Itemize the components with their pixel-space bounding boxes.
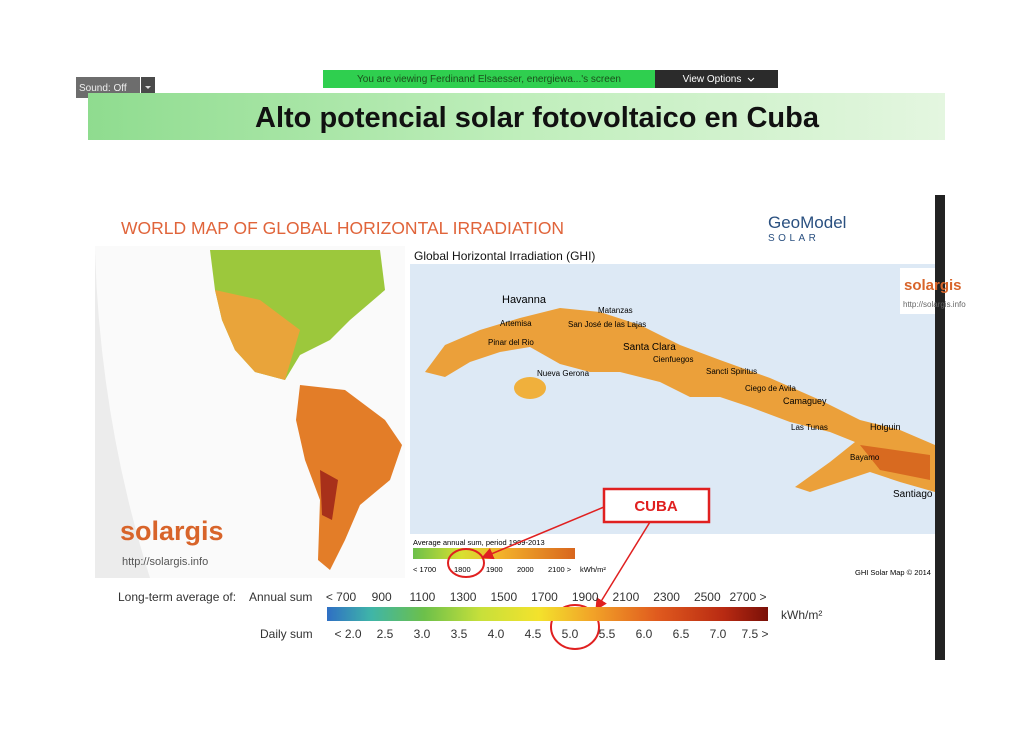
corner-logo: solargis: [904, 277, 962, 294]
city: Sancti Spiritus: [706, 367, 757, 376]
brand-name: GeoModel: [768, 213, 846, 232]
daily-label: Daily sum: [260, 627, 313, 641]
viewing-text: You are viewing Ferdinand Elsaesser, ene…: [357, 74, 621, 85]
city: Cienfuegos: [653, 355, 693, 364]
daily-tick-label: 6.5: [673, 627, 690, 641]
city: Artemisa: [500, 319, 532, 328]
city: Matanzas: [598, 306, 633, 315]
scale-ticks: < 700 900 1100 1300 1500 1700 1900 2100 2300 2500…: [326, 590, 769, 641]
callout-arrow: [595, 521, 651, 611]
legend-label: 1900: [486, 565, 503, 574]
daily-tick-label: 5.5: [599, 627, 616, 641]
daily-tick-label: 7.5 >: [741, 627, 768, 641]
view-options-label: View Options: [683, 74, 742, 85]
title-band: [88, 93, 945, 140]
view-options[interactable]: [655, 70, 778, 88]
annual-tick-label: < 700: [326, 590, 357, 604]
city: San José de las Lajas: [568, 320, 646, 329]
annual-tick-label: 900: [372, 590, 392, 604]
city: Havanna: [502, 294, 547, 306]
city: Bayamo: [850, 453, 880, 462]
brand-sub: SOLAR: [768, 233, 819, 244]
north-america-south: [215, 290, 300, 380]
copyright: GHI Solar Map © 2014: [855, 568, 931, 577]
city: Pinar del Rio: [488, 338, 534, 347]
legend-title: Average annual sum, period 1999-2013: [413, 538, 545, 547]
city: Las Tunas: [791, 423, 828, 432]
legend-label: 2100 >: [548, 565, 572, 574]
map-edge: [95, 250, 150, 578]
daily-tick-label: 3.0: [414, 627, 431, 641]
city: Ciego de Avila: [745, 384, 797, 393]
callout-box: [602, 487, 711, 524]
legend-label: kWh/m²: [580, 565, 606, 574]
legend-label: 1800: [454, 565, 471, 574]
annual-label: Annual sum: [249, 590, 312, 604]
map-title: WORLD MAP OF GLOBAL HORIZONTAL IRRADIATI…: [121, 218, 564, 238]
annual-tick-label: 2700 >: [729, 590, 766, 604]
east-region: [860, 445, 930, 480]
city: Nueva Gerona: [537, 369, 590, 378]
annual-tick-label: 2300: [653, 590, 680, 604]
andes: [320, 470, 338, 520]
callout-circle: [550, 604, 600, 650]
annual-tick-label: 1700: [531, 590, 558, 604]
daily-tick-label: < 2.0: [334, 627, 361, 641]
daily-tick-label: 4.5: [525, 627, 542, 641]
slide-title: Alto potencial solar fotovoltaico en Cub…: [255, 102, 820, 134]
south-america: [296, 385, 402, 570]
city: Santa Clara: [623, 342, 676, 353]
annual-tick-label: 1100: [409, 590, 435, 604]
legend-label: < 1700: [413, 565, 436, 574]
city: Holguin: [870, 422, 901, 432]
cuba-island: [425, 308, 935, 492]
annual-tick-label: 1900: [572, 590, 599, 604]
viewing-banner: [323, 70, 655, 88]
solargis-url: http://solargis.info: [122, 556, 208, 568]
sound-box: [76, 77, 140, 98]
annual-tick-label: 2100: [613, 590, 640, 604]
daily-tick-label: 4.0: [488, 627, 505, 641]
daily-tick-label: 6.0: [636, 627, 653, 641]
annual-tick-label: 1500: [490, 590, 517, 604]
scale-bar: [327, 607, 768, 621]
daily-tick-label: 7.0: [710, 627, 727, 641]
callout-label: CUBA: [634, 498, 677, 515]
city: Santiago: [893, 489, 933, 500]
isla-juventud: [514, 377, 546, 399]
solargis-logo: solargis: [120, 516, 224, 546]
city: Camaguey: [783, 396, 827, 406]
callout-arrow: [481, 506, 605, 560]
callout-circle: [447, 548, 485, 578]
scale-unit: kWh/m²: [781, 608, 822, 622]
annual-tick-label: 1300: [450, 590, 477, 604]
dropdown-icon: [145, 86, 151, 89]
daily-tick-label: 3.5: [451, 627, 468, 641]
corner-url: http://solargis.info: [903, 300, 966, 309]
side-strip: [935, 195, 945, 660]
legend-label: 2000: [517, 565, 534, 574]
view-options-icon: [747, 77, 755, 82]
annual-tick-label: 2500: [694, 590, 721, 604]
ghi-title: Global Horizontal Irradiation (GHI): [414, 249, 595, 263]
sound-label: Sound: Off: [79, 83, 127, 94]
daily-tick-label: 5.0: [562, 627, 579, 641]
corner-logo-box: [900, 268, 935, 314]
scale-lead: Long-term average of:: [118, 590, 236, 604]
daily-tick-label: 2.5: [377, 627, 394, 641]
